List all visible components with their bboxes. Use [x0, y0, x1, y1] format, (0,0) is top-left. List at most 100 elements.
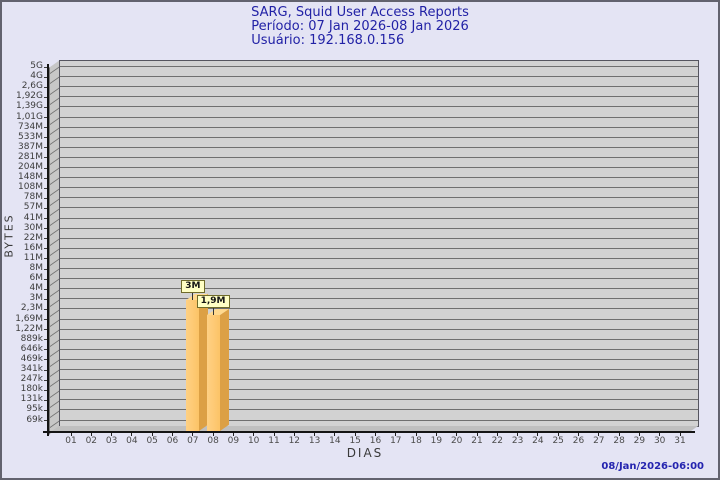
chart-subtitle-period: Período: 07 Jan 2026-08 Jan 2026 — [251, 19, 469, 34]
y-tick-label: 6M — [29, 273, 44, 284]
x-tick-mark — [659, 433, 661, 436]
y-tick-label: 30M — [23, 222, 43, 233]
bar-front-face bar-day-08 — [206, 314, 220, 431]
x-tick-label: 31 — [674, 436, 686, 446]
y-tick-mark — [44, 86, 49, 88]
gridline — [60, 66, 698, 67]
x-tick-mark — [496, 433, 498, 436]
x-tick-label: 12 — [288, 436, 301, 446]
callout-connector — [192, 293, 194, 301]
x-tick-mark — [578, 433, 579, 436]
gridline — [60, 409, 698, 411]
y-tick-mark — [44, 399, 49, 401]
y-tick-mark — [44, 359, 49, 361]
gridline — [60, 338, 698, 340]
x-tick-label: 13 — [308, 436, 321, 446]
y-tick-label: 1,69M — [15, 313, 43, 324]
gridline — [60, 278, 698, 280]
gridline — [60, 308, 698, 310]
y-tick-mark — [44, 187, 49, 189]
x-tick-mark — [273, 433, 275, 436]
x-tick-label: 08 — [207, 436, 219, 446]
chart-header: SARG, Squid User Access Reports Período:… — [2, 6, 718, 48]
x-tick-mark — [638, 433, 640, 436]
y-tick-mark — [44, 248, 49, 250]
y-tick-mark — [44, 96, 49, 98]
y-tick-label: 78M — [23, 192, 43, 203]
gridline — [60, 197, 698, 199]
x-tick-mark — [415, 433, 417, 436]
bar-side-face — [219, 308, 229, 431]
x-tick-label: 06 — [166, 436, 179, 446]
x-tick-label: 04 — [126, 436, 138, 446]
gridline — [60, 167, 698, 168]
y-tick-mark — [44, 268, 49, 270]
x-tick-mark — [334, 433, 336, 436]
y-tick-label: 3M — [29, 293, 44, 304]
gridline — [60, 257, 698, 259]
gridline — [60, 187, 698, 189]
gridline — [60, 136, 698, 138]
gridline — [60, 247, 698, 249]
y-tick-mark — [44, 76, 49, 78]
x-tick-mark — [598, 433, 600, 436]
gridline — [60, 177, 698, 179]
y-tick-label: 108M — [18, 182, 43, 193]
x-tick-label: 18 — [410, 436, 422, 446]
y-tick-label: 8M — [29, 263, 44, 273]
y-tick-mark — [44, 409, 49, 411]
y-tick-label: 469k — [20, 353, 43, 364]
x-tick-mark — [253, 433, 255, 436]
y-tick-label: 95k — [26, 404, 43, 415]
y-tick-label: 1,01G — [15, 111, 43, 122]
y-tick-label: 341k — [20, 364, 43, 374]
y-tick-mark — [44, 308, 49, 310]
bar-value-callout: 1,9M — [196, 294, 230, 308]
y-tick-label: 1,22M — [15, 323, 43, 334]
y-tick-mark — [44, 137, 49, 139]
y-tick-mark — [44, 329, 49, 331]
x-tick-mark — [90, 433, 92, 436]
x-tick-label: 25 — [552, 436, 564, 446]
y-tick-label: 180k — [20, 384, 43, 395]
gridline — [60, 348, 698, 350]
y-tick-label: 4G — [30, 71, 43, 82]
chart-subtitles: Período: 07 Jan 2026-08 Jan 2026 Usuário… — [251, 20, 469, 48]
y-tick-label: 1,92G — [15, 91, 43, 102]
x-tick-mark — [172, 433, 173, 436]
x-tick-label: 07 — [187, 436, 199, 446]
generation-timestamp: 08/Jan/2026-06:00 — [601, 461, 704, 472]
y-tick-label: 11M — [23, 252, 43, 263]
gridline — [60, 106, 698, 108]
x-tick-mark — [476, 433, 478, 436]
x-tick-label: 09 — [227, 436, 240, 446]
y-axis-title: BYTES — [2, 213, 16, 258]
y-tick-mark — [44, 349, 49, 351]
x-tick-label: 20 — [450, 436, 463, 446]
x-tick-mark — [232, 433, 234, 436]
callout-connector — [212, 307, 214, 315]
chart-title: SARG, Squid User Access Reports — [251, 5, 469, 20]
x-tick-mark — [395, 433, 397, 436]
x-tick-label: 03 — [105, 436, 118, 446]
x-tick-mark — [151, 433, 153, 436]
gridline — [60, 318, 698, 320]
y-tick-label: 281M — [18, 151, 43, 162]
gridline — [60, 96, 698, 98]
x-tick-label: 16 — [369, 436, 382, 446]
y-tick-label: 646k — [20, 343, 43, 354]
x-tick-mark — [517, 433, 519, 436]
gridline — [60, 288, 698, 290]
gridline — [60, 237, 698, 239]
gridline — [60, 227, 698, 229]
y-tick-mark — [44, 288, 49, 290]
gridline — [60, 419, 698, 421]
x-tick-mark — [70, 433, 72, 436]
gridline — [60, 268, 698, 269]
y-tick-mark — [44, 207, 49, 209]
y-tick-mark — [44, 298, 49, 300]
x-tick-mark — [192, 433, 194, 436]
gridline — [60, 146, 698, 148]
x-tick-label: 26 — [572, 436, 585, 446]
y-tick-mark — [44, 228, 49, 230]
